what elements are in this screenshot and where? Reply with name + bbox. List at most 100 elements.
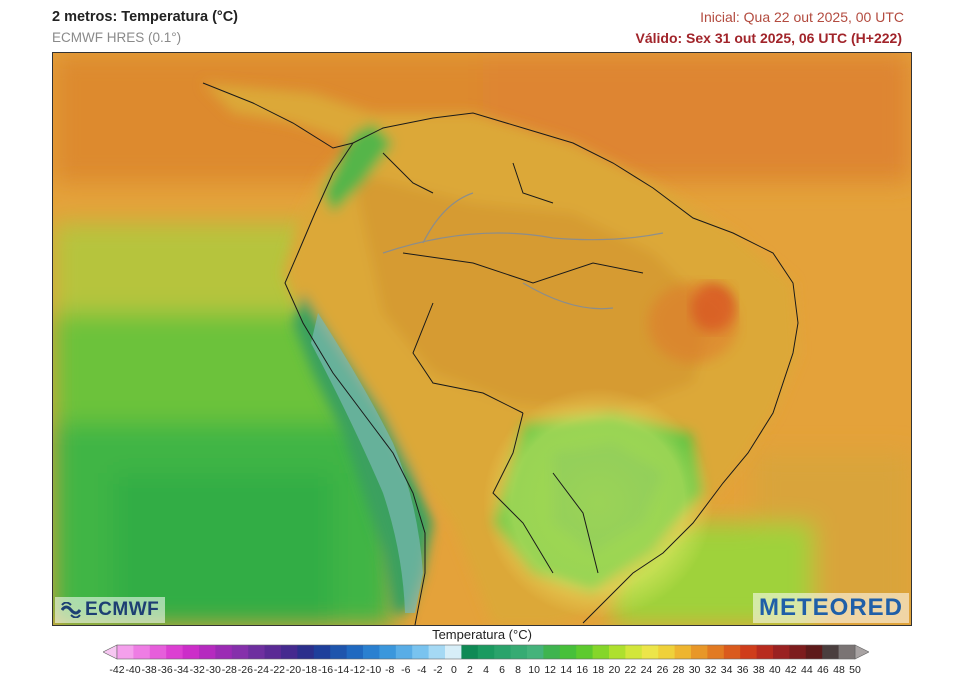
colorbar-cell <box>428 645 446 659</box>
legend-title: Temperatura (°C) <box>432 627 532 642</box>
colorbar-cell <box>330 645 347 659</box>
colorbar-tick-label: 12 <box>544 664 557 676</box>
colorbar-cell <box>527 645 544 659</box>
colorbar-tick-label: 10 <box>528 664 540 676</box>
colorbar-tick-label: -22 <box>269 664 286 676</box>
colorbar-cell <box>658 645 675 659</box>
colorbar-tick-label: 6 <box>499 664 505 676</box>
colorbar-tick-label: 14 <box>560 664 573 676</box>
colorbar-cell <box>461 645 479 659</box>
colorbar-cell <box>707 645 725 659</box>
colorbar-tick-label: 8 <box>515 664 521 676</box>
map-title: 2 metros: Temperatura (°C) <box>52 9 239 25</box>
borders <box>202 82 799 625</box>
colorbar-cell <box>740 645 757 659</box>
colorbar-cell <box>149 645 167 659</box>
colorbar-min-arrow <box>103 644 118 660</box>
colorbar-tick-label: 40 <box>768 664 781 676</box>
colorbar-cell <box>838 645 856 659</box>
colorbar-tick-label: -20 <box>285 664 302 676</box>
colorbar-cell <box>543 645 561 659</box>
colorbar-cell <box>199 645 216 659</box>
colorbar-tick-label: 28 <box>672 664 685 676</box>
colorbar-cell <box>576 645 593 659</box>
colorbar-tick-label: 20 <box>608 664 621 676</box>
colorbar-cell <box>592 645 610 659</box>
colorbar-tick-label: 16 <box>576 664 589 676</box>
colorbar-cell <box>215 645 233 659</box>
colorbar-tick-label: -12 <box>350 664 366 676</box>
colorbar-tick-label: 0 <box>450 664 457 676</box>
colorbar-cell <box>756 645 774 659</box>
colorbar-cell <box>641 645 659 659</box>
colorbar-tick-label: -2 <box>433 664 443 676</box>
colorbar-tick-label: -36 <box>157 664 173 676</box>
colorbar-cell <box>674 645 692 659</box>
ecmwf-logo: ECMWF <box>55 597 166 623</box>
colorbar-tick-label: 32 <box>704 664 717 676</box>
colorbar-tick-label: -10 <box>366 664 382 676</box>
colorbar-tick-label: -24 <box>253 664 269 676</box>
colorbar-cell <box>625 645 643 659</box>
temperature-map[interactable]: ECMWF METEORED <box>52 52 912 626</box>
colorbar-tick-label: 4 <box>483 664 489 676</box>
colorbar-tick-label: -40 <box>125 664 141 676</box>
colorbar-tick-label: -14 <box>334 664 350 676</box>
colorbar <box>103 644 869 660</box>
colorbar-tick-label: -18 <box>301 664 318 676</box>
model-label: ECMWF HRES (0.1°) <box>52 30 182 45</box>
colorbar-cell <box>379 645 397 659</box>
ecmwf-symbol-icon <box>61 602 81 618</box>
colorbar-ticks: -42 -40 -38 -36 -34 -32 -30 -28 -26 -24 -22 -20 -18-… <box>103 664 869 678</box>
highlight-circle <box>483 388 713 618</box>
colorbar-tick-label: 2 <box>467 664 473 676</box>
colorbar-cell <box>363 645 380 659</box>
colorbar-tick-label: 44 <box>801 664 813 676</box>
colorbar-tick-label: -26 <box>237 664 253 676</box>
colorbar-cell <box>166 645 183 659</box>
colorbar-tick-label: -42 <box>109 664 125 676</box>
colorbar-tick-label: 26 <box>656 664 669 676</box>
colorbar-tick-label: -6 <box>401 664 411 676</box>
colorbar-tick-label: -8 <box>385 664 395 676</box>
colorbar-tick-label: 48 <box>833 664 845 676</box>
colorbar-tick-label: -32 <box>189 664 205 676</box>
colorbar-cell <box>510 645 528 659</box>
colorbar-cell <box>346 645 364 659</box>
colorbar-tick-label: 46 <box>817 664 829 676</box>
colorbar-cell <box>494 645 511 659</box>
colorbar-cell <box>609 645 626 659</box>
colorbar-cell <box>117 645 134 659</box>
colorbar-tick-label: 24 <box>640 664 653 676</box>
colorbar-cell <box>297 645 315 659</box>
colorbar-tick-label: -30 <box>205 664 221 676</box>
colorbar-cell <box>248 645 265 659</box>
colorbar-cell <box>559 645 577 659</box>
colorbar-tick-label: 22 <box>624 664 637 676</box>
colorbar-cell <box>723 645 741 659</box>
colorbar-tick-label: -4 <box>417 664 427 676</box>
colorbar-cell <box>445 645 462 659</box>
colorbar-tick-label: -38 <box>141 664 157 676</box>
colorbar-cell <box>133 645 151 659</box>
colorbar-cell <box>773 645 790 659</box>
ecmwf-logo-text: ECMWF <box>85 599 160 620</box>
colorbar-tick-label: 42 <box>784 664 797 676</box>
colorbar-tick-label: -34 <box>173 664 189 676</box>
map-canvas <box>53 53 911 625</box>
colorbar-cell <box>313 645 331 659</box>
colorbar-tick-label: 30 <box>688 664 701 676</box>
colorbar-tick-label: -16 <box>317 664 334 676</box>
colorbar-cell <box>822 645 839 659</box>
colorbar-cell <box>281 645 298 659</box>
colorbar-tick-label: -28 <box>221 664 237 676</box>
colorbar-max-arrow <box>854 644 869 660</box>
initial-time: Inicial: Qua 22 out 2025, 00 UTC <box>700 9 904 25</box>
andes <box>311 313 423 613</box>
colorbar-tick-label: 36 <box>736 664 749 676</box>
colorbar-cell <box>477 645 495 659</box>
colorbar-tick-label: 50 <box>849 664 861 676</box>
colorbar-tick-label: 38 <box>752 664 765 676</box>
meteored-logo: METEORED <box>752 593 909 623</box>
colorbar-cell <box>805 645 823 659</box>
